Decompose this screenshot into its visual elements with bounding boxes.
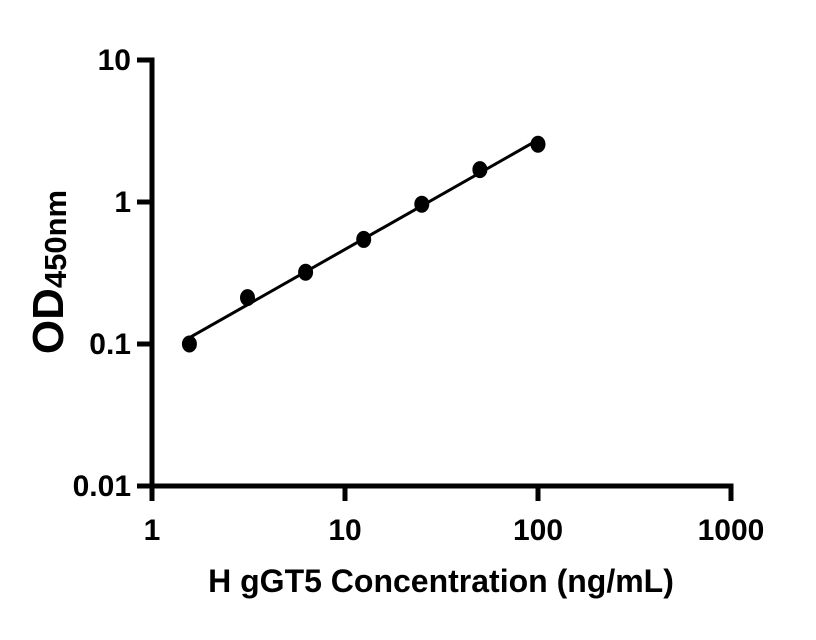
x-axis-tick-label: 1000 xyxy=(698,514,765,547)
y-axis-tick-label: 1 xyxy=(114,186,131,219)
data-point xyxy=(530,135,546,153)
x-axis-tick-label: 100 xyxy=(513,514,563,547)
data-point xyxy=(356,230,372,248)
x-axis-tick-label: 1 xyxy=(144,514,161,547)
y-axis-tick-label: 10 xyxy=(98,44,131,77)
data-point xyxy=(414,195,430,213)
data-point xyxy=(472,161,488,179)
y-axis-tick-label: 0.01 xyxy=(73,470,131,503)
axes: 1 10 100 1000 0.01 0.1 1 10 xyxy=(73,44,765,547)
data-series xyxy=(181,135,546,353)
x-axis-tick-label: 10 xyxy=(328,514,361,547)
x-axis-title: H gGT5 Concentration (ng/mL) xyxy=(208,563,674,599)
data-point xyxy=(240,289,256,307)
data-point xyxy=(298,263,314,281)
y-axis-tick-label: 0.1 xyxy=(89,328,131,361)
y-axis-title-main: OD xyxy=(24,288,73,354)
data-point xyxy=(181,335,197,353)
y-axis-title: OD450nm xyxy=(24,190,73,354)
y-axis-title-subscript: 450nm xyxy=(38,190,73,288)
